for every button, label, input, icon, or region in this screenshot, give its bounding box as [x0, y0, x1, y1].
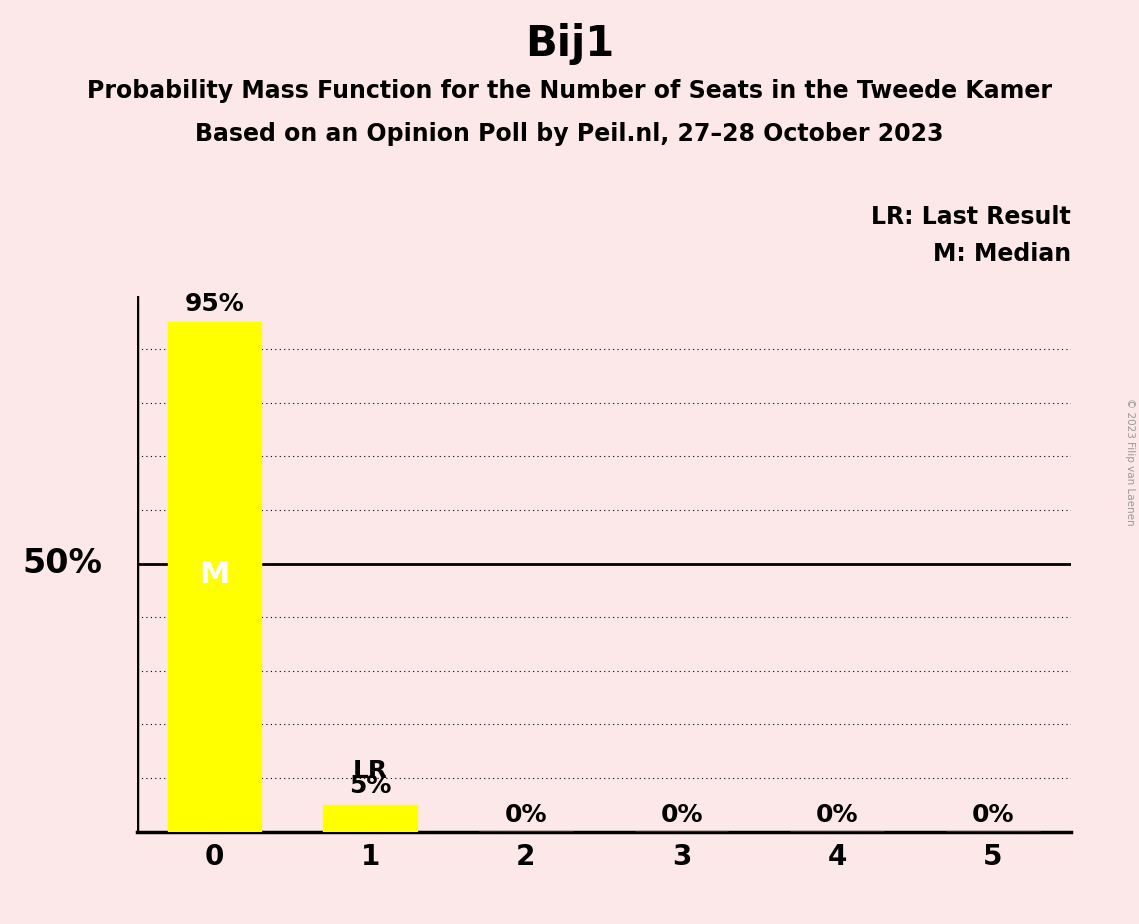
Text: LR: Last Result: LR: Last Result — [871, 204, 1071, 228]
Text: © 2023 Filip van Laenen: © 2023 Filip van Laenen — [1125, 398, 1134, 526]
Text: 0%: 0% — [816, 803, 859, 827]
Text: M: M — [199, 560, 230, 589]
Text: 0%: 0% — [505, 803, 547, 827]
Text: 50%: 50% — [23, 547, 103, 580]
Bar — [167, 322, 261, 832]
Text: LR: LR — [353, 760, 387, 784]
Text: 95%: 95% — [185, 292, 245, 316]
Text: 5%: 5% — [349, 774, 392, 798]
Text: M: Median: M: Median — [933, 242, 1071, 266]
Text: 0%: 0% — [661, 803, 703, 827]
Text: 0%: 0% — [972, 803, 1014, 827]
Text: Bij1: Bij1 — [525, 23, 614, 65]
Bar — [323, 805, 417, 832]
Text: Probability Mass Function for the Number of Seats in the Tweede Kamer: Probability Mass Function for the Number… — [87, 79, 1052, 103]
Text: Based on an Opinion Poll by Peil.nl, 27–28 October 2023: Based on an Opinion Poll by Peil.nl, 27–… — [195, 122, 944, 146]
